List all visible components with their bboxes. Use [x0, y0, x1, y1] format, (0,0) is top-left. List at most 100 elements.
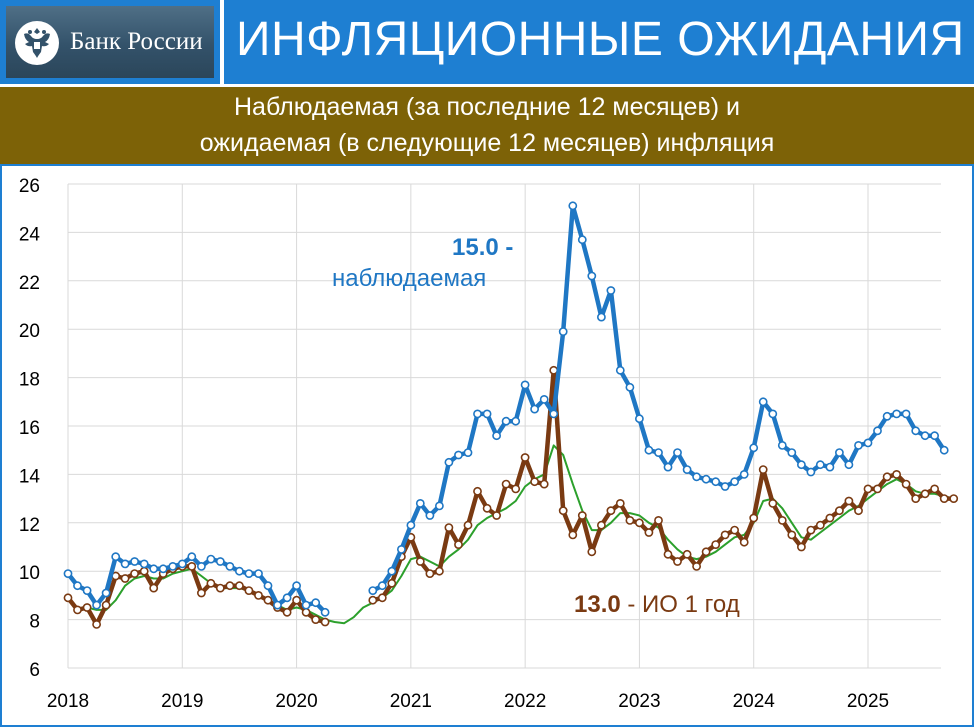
- data-point-observed: [635, 414, 644, 424]
- data-point-observed: [196, 561, 206, 571]
- y-tick-label: 22: [19, 273, 40, 294]
- x-tick-label: 2022: [504, 691, 546, 712]
- data-point-observed: [406, 520, 416, 530]
- data-point-expected: [387, 578, 397, 588]
- data-point-expected: [939, 494, 949, 503]
- y-tick-label: 20: [19, 321, 40, 342]
- data-point-expected: [454, 540, 463, 549]
- data-point-expected: [130, 569, 139, 578]
- data-point-observed: [692, 472, 701, 482]
- header-divider: [220, 0, 224, 84]
- chart-annotations: 15.0 - наблюдаемая 13.0 - ИО 1 год: [332, 234, 740, 618]
- data-point-observed: [130, 557, 139, 566]
- x-tick-label: 2023: [618, 691, 660, 712]
- data-point-observed: [63, 569, 73, 578]
- data-point-expected: [644, 528, 654, 537]
- data-point-observed: [730, 477, 739, 487]
- data-point-expected: [815, 520, 825, 530]
- data-point-observed: [882, 411, 892, 421]
- data-point-expected: [701, 547, 711, 557]
- data-point-observed: [282, 593, 292, 603]
- data-point-observed: [111, 552, 121, 562]
- data-point-expected: [301, 607, 311, 617]
- data-point-observed: [425, 511, 435, 520]
- data-point-observed: [511, 416, 521, 426]
- data-point-expected: [444, 523, 454, 532]
- data-point-expected: [101, 600, 111, 610]
- data-point-observed: [387, 566, 397, 576]
- data-point-observed: [787, 448, 797, 457]
- data-point-expected: [692, 561, 701, 571]
- data-point-observed: [434, 501, 444, 511]
- data-point-expected: [539, 479, 549, 489]
- data-point-expected: [482, 503, 492, 513]
- data-point-expected: [911, 494, 921, 503]
- data-point-expected: [206, 578, 216, 588]
- data-point-expected: [511, 484, 521, 494]
- y-tick-label: 14: [19, 466, 41, 487]
- data-point-observed: [663, 462, 673, 472]
- data-point-observed: [254, 569, 263, 578]
- x-axis-ticks: 2018 2019 2020 2021 2022 2023 2024 2025: [47, 691, 889, 712]
- data-point-observed: [301, 600, 311, 610]
- data-point-observed: [587, 271, 597, 281]
- data-point-observed: [749, 443, 759, 453]
- data-point-expected: [797, 542, 806, 552]
- data-point-expected: [215, 583, 225, 593]
- data-point-observed: [577, 235, 587, 245]
- logo-text: Банк России: [70, 28, 203, 55]
- data-point-observed: [396, 544, 406, 554]
- data-point-observed: [930, 431, 939, 441]
- y-tick-label: 6: [29, 660, 40, 681]
- data-point-observed: [768, 409, 778, 419]
- data-point-expected: [777, 515, 787, 525]
- data-point-observed: [682, 465, 692, 474]
- data-point-expected: [368, 595, 378, 605]
- data-point-expected: [863, 484, 873, 494]
- data-point-observed: [444, 457, 454, 467]
- chart-frame: [0, 164, 974, 727]
- data-point-expected: [892, 469, 901, 479]
- data-point-observed: [549, 409, 559, 419]
- data-point-observed: [149, 564, 159, 574]
- data-point-expected: [606, 506, 616, 516]
- data-point-expected: [920, 489, 930, 499]
- data-point-expected: [930, 484, 939, 494]
- data-point-expected: [139, 566, 149, 576]
- data-point-expected: [63, 593, 73, 603]
- bank-logo[interactable]: Банк России: [6, 6, 214, 78]
- data-point-expected: [234, 581, 244, 591]
- data-point-observed: [815, 460, 825, 470]
- data-point-observed: [177, 559, 187, 569]
- data-point-expected: [835, 506, 844, 516]
- data-point-expected: [625, 515, 635, 525]
- data-point-observed: [797, 460, 806, 470]
- series-expected: [63, 365, 959, 629]
- data-point-expected: [282, 607, 292, 617]
- data-point-observed: [854, 440, 863, 450]
- series-line-observed: [65, 554, 328, 615]
- data-point-observed: [215, 557, 225, 566]
- data-point-observed: [625, 382, 635, 392]
- data-point-expected: [730, 525, 739, 535]
- x-tick-label: 2019: [161, 691, 203, 712]
- data-point-expected: [806, 525, 816, 535]
- data-point-observed: [234, 566, 244, 576]
- y-axis-ticks: 6 8 10 12 14 16 18 20 22 24 26: [19, 176, 41, 681]
- data-point-expected: [82, 603, 92, 612]
- data-point-observed: [739, 469, 749, 479]
- data-point-expected: [739, 537, 749, 547]
- x-tick-label: 2025: [847, 691, 889, 712]
- series-observed: [63, 201, 949, 617]
- data-point-observed: [501, 416, 511, 426]
- data-point-observed: [73, 581, 82, 591]
- chart-grid: [67, 183, 941, 669]
- data-point-observed: [463, 448, 473, 457]
- data-point-expected: [673, 557, 682, 566]
- data-point-observed: [701, 474, 711, 484]
- data-point-expected: [635, 518, 644, 528]
- data-point-expected: [244, 586, 254, 595]
- chart-series: [63, 201, 959, 629]
- data-point-observed: [606, 286, 616, 295]
- observed-annotation-label: наблюдаемая: [332, 265, 486, 292]
